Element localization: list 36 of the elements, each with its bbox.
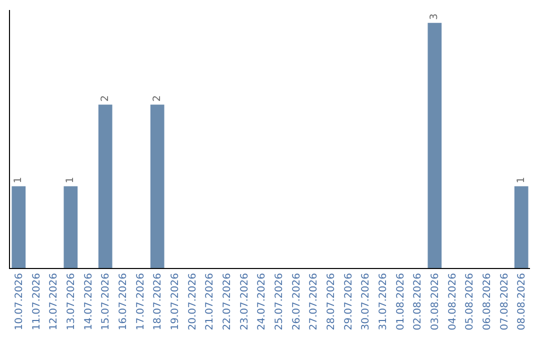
x-tick-label: 26.07.2026 — [291, 273, 302, 330]
x-tick-label: 16.07.2026 — [118, 273, 129, 330]
data-label: 2 — [100, 95, 111, 102]
data-label: 1 — [65, 176, 76, 184]
x-tick-label: 18.07.2026 — [152, 273, 164, 330]
x-tick-label: 20.07.2026 — [187, 273, 198, 330]
x-tick-label: 27.07.2026 — [308, 273, 320, 330]
x-tick-label: 31.07.2026 — [378, 273, 389, 330]
x-tick-label: 29.07.2026 — [343, 273, 354, 330]
data-label: 3 — [429, 14, 440, 20]
x-tick-label: 15.07.2026 — [100, 273, 112, 330]
x-tick-label: 25.07.2026 — [274, 273, 285, 330]
x-tick-label: 04.08.2026 — [447, 273, 458, 330]
x-tick-label: 17.07.2026 — [135, 273, 146, 330]
x-tick-label: 14.07.2026 — [83, 273, 94, 330]
x-tick-label: 28.07.2026 — [326, 273, 337, 330]
x-tick-label: 08.08.2026 — [516, 273, 528, 330]
x-tick-label: 22.07.2026 — [222, 273, 233, 330]
x-tick-label: 06.08.2026 — [482, 273, 493, 330]
x-tick-label: 07.08.2026 — [499, 273, 510, 330]
x-tick-label: 05.08.2026 — [464, 273, 476, 330]
x-tick-label: 24.07.2026 — [256, 273, 268, 330]
x-tick-label: 21.07.2026 — [204, 273, 216, 330]
x-tick-label: 02.08.2026 — [412, 273, 424, 330]
x-tick-label: 30.07.2026 — [360, 273, 372, 330]
x-tick-label: 19.07.2026 — [170, 273, 181, 330]
x-tick-label: 12.07.2026 — [48, 273, 60, 330]
x-tick-label: 23.07.2026 — [239, 273, 250, 330]
data-label: 1 — [516, 176, 527, 184]
x-tick-label: 13.07.2026 — [66, 273, 77, 330]
data-label: 1 — [13, 176, 24, 184]
x-tick-label: 03.08.2026 — [430, 273, 441, 330]
data-label: 2 — [152, 95, 163, 102]
x-tick-label: 11.07.2026 — [31, 273, 42, 330]
x-tick-label: 10.07.2026 — [14, 273, 25, 330]
x-tick-label: 01.08.2026 — [395, 273, 406, 330]
